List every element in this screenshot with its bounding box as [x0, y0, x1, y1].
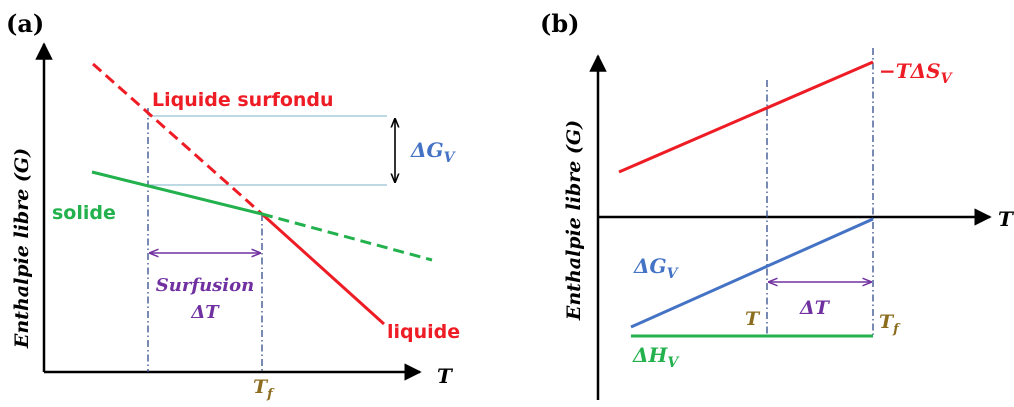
panel-b-delta-h-label: ΔHV	[632, 343, 680, 371]
panel-a-solid-label: solide	[52, 202, 116, 224]
panel-a-delta-t-label: ΔT	[190, 302, 220, 323]
panel-a-tf-label: Tf	[253, 376, 275, 402]
panel-b: (b) T Enthalpie libre (G) −TΔSV ΔGV ΔHV …	[540, 9, 1014, 400]
panel-b-tag: (b)	[540, 9, 580, 38]
panel-a-y-axis-label: Enthalpie libre (G)	[11, 148, 33, 349]
panel-b-delta-t-label: ΔT	[799, 297, 831, 319]
panel-b-y-axis-label: Enthalpie libre (G)	[563, 120, 585, 321]
panel-a-liquid-supercooled-label: Liquide surfondu	[152, 89, 334, 111]
panel-a-delta-g-label: ΔGV	[410, 138, 457, 166]
panel-a-solid-line	[91, 170, 263, 216]
panel-a-liquid-supercooled-line	[92, 62, 263, 216]
panel-a-liquid-label: liquide	[387, 321, 460, 343]
panel-b-x-axis-label: T	[998, 207, 1014, 231]
panel-b-tf-label: Tf	[879, 311, 901, 337]
panel-b-delta-g-label: ΔGV	[633, 254, 680, 282]
panel-b-minus-t-ds-label: −TΔSV	[879, 59, 954, 87]
panel-a-surfusion-label: Surfusion	[156, 275, 254, 296]
panel-b-t-label: T	[745, 308, 761, 330]
panel-a-solid-dashed-line	[261, 212, 433, 262]
panel-a-x-axis-label: T	[437, 364, 454, 388]
panel-a-liquid-line	[260, 212, 386, 326]
panel-b-delta-g-line	[630, 217, 874, 329]
panel-a: (a) T Enthalpie libre (G) Liquide surfon…	[6, 9, 460, 402]
panel-b-minus-t-ds-line	[618, 60, 874, 174]
panel-a-tag: (a)	[6, 9, 44, 38]
